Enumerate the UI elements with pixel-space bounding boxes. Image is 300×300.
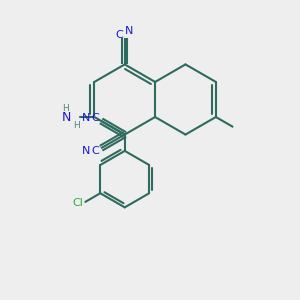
Text: C: C <box>92 113 100 123</box>
Text: C: C <box>115 30 123 40</box>
Text: C: C <box>92 146 100 156</box>
Text: N: N <box>82 146 90 156</box>
Text: N: N <box>125 26 134 35</box>
Text: Cl: Cl <box>73 198 83 208</box>
Text: H: H <box>73 122 80 130</box>
Text: N: N <box>61 111 71 124</box>
Text: N: N <box>82 113 90 123</box>
Text: H: H <box>62 104 69 113</box>
